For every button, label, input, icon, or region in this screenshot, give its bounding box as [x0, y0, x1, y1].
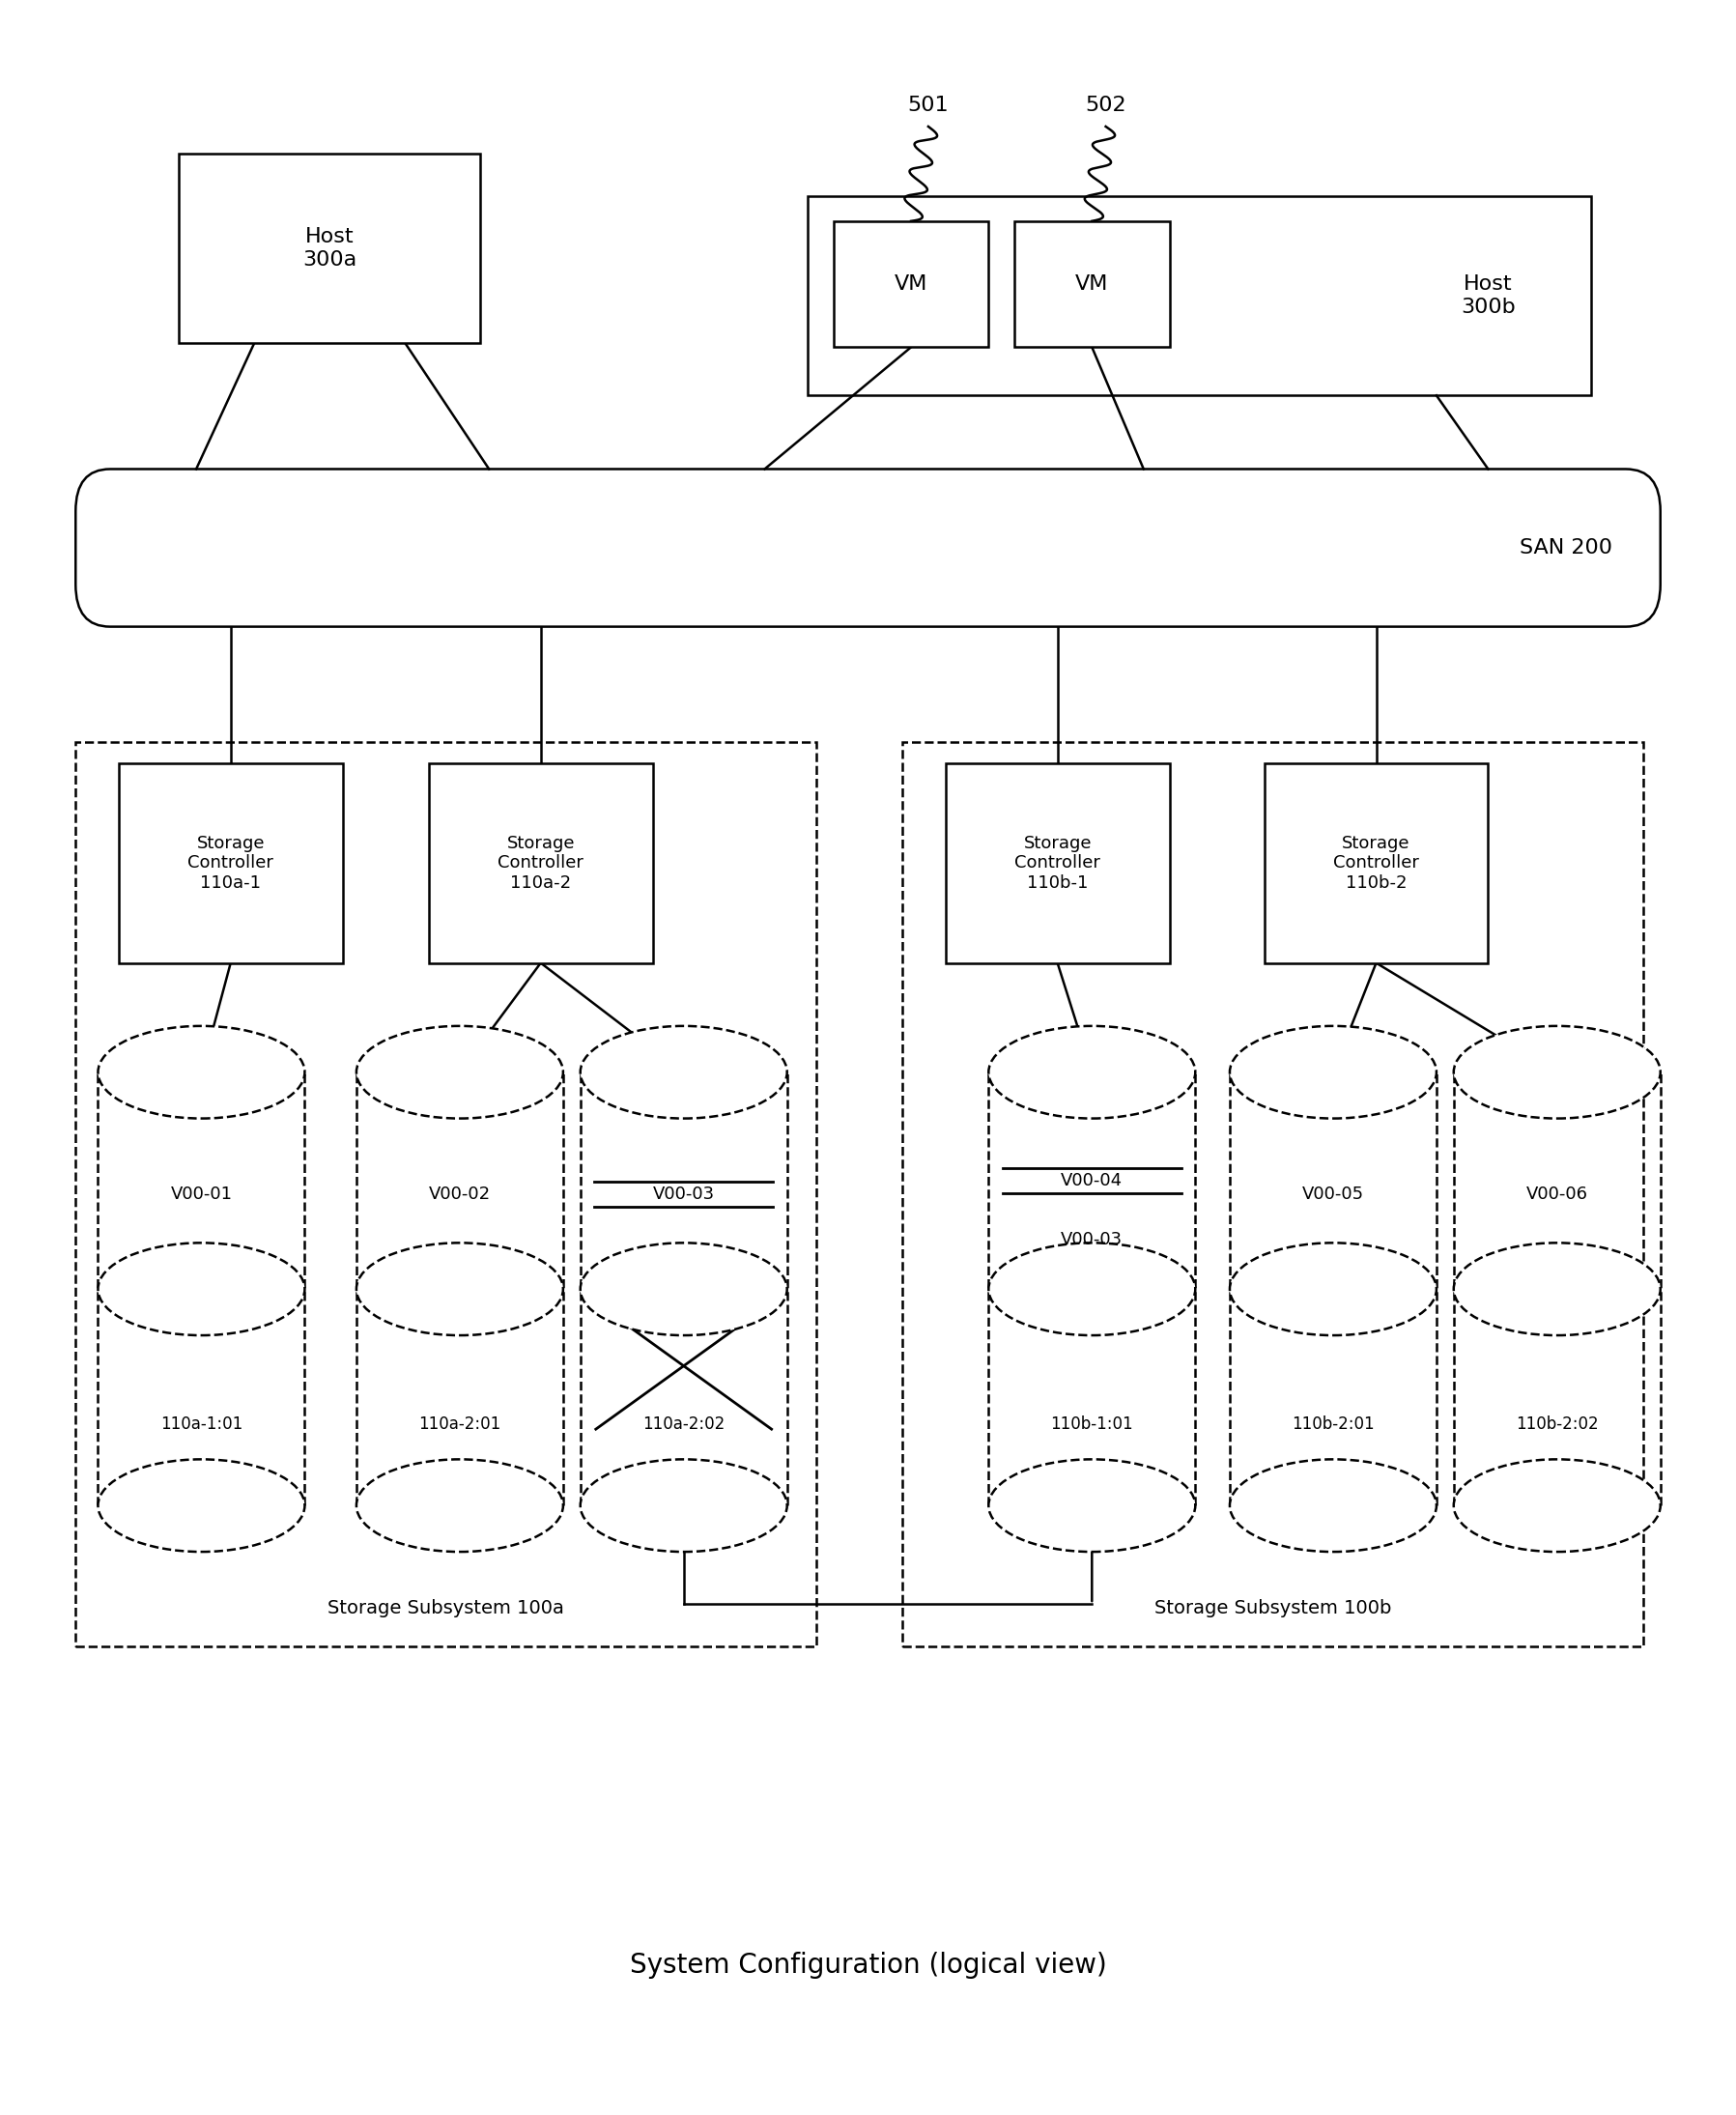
Text: SAN 200: SAN 200 — [1519, 537, 1613, 558]
Ellipse shape — [1229, 1244, 1436, 1335]
Ellipse shape — [1229, 1026, 1436, 1119]
Text: Storage Subsystem 100a: Storage Subsystem 100a — [328, 1599, 564, 1618]
Bar — [946, 764, 1170, 962]
Bar — [76, 742, 816, 1645]
Bar — [1014, 222, 1170, 347]
Text: System Configuration (logical view): System Configuration (logical view) — [630, 1952, 1106, 1980]
Ellipse shape — [988, 1026, 1196, 1119]
Text: 501: 501 — [908, 95, 950, 114]
Text: Host
300a: Host 300a — [302, 228, 358, 269]
Ellipse shape — [356, 1244, 562, 1335]
Ellipse shape — [1453, 1244, 1660, 1335]
Text: 110b-2:02: 110b-2:02 — [1516, 1415, 1599, 1434]
Text: VM: VM — [894, 275, 927, 294]
Ellipse shape — [97, 1244, 306, 1335]
Bar — [903, 742, 1644, 1645]
Bar — [429, 764, 653, 962]
Ellipse shape — [580, 1459, 786, 1552]
Ellipse shape — [580, 1026, 786, 1119]
Ellipse shape — [97, 1459, 306, 1552]
Text: 110a-2:01: 110a-2:01 — [418, 1415, 502, 1434]
Text: V00-04: V00-04 — [1061, 1172, 1123, 1189]
Text: Storage
Controller
110a-2: Storage Controller 110a-2 — [498, 833, 583, 893]
Text: V00-02: V00-02 — [429, 1187, 491, 1203]
Text: Host
300b: Host 300b — [1460, 275, 1516, 317]
Ellipse shape — [97, 1026, 306, 1119]
Text: 110b-1:01: 110b-1:01 — [1050, 1415, 1134, 1434]
Text: 110b-2:01: 110b-2:01 — [1292, 1415, 1375, 1434]
Text: V00-05: V00-05 — [1302, 1187, 1364, 1203]
Ellipse shape — [580, 1244, 786, 1335]
Text: V00-03: V00-03 — [1061, 1231, 1123, 1248]
Bar — [833, 222, 988, 347]
Bar — [118, 764, 342, 962]
Text: V00-01: V00-01 — [170, 1187, 233, 1203]
FancyBboxPatch shape — [76, 470, 1660, 626]
Text: Storage Subsystem 100b: Storage Subsystem 100b — [1154, 1599, 1391, 1618]
Text: V00-06: V00-06 — [1526, 1187, 1588, 1203]
Text: 110a-1:01: 110a-1:01 — [160, 1415, 243, 1434]
Text: Storage
Controller
110a-1: Storage Controller 110a-1 — [187, 833, 274, 893]
Ellipse shape — [988, 1244, 1196, 1335]
Ellipse shape — [988, 1459, 1196, 1552]
Ellipse shape — [356, 1459, 562, 1552]
Text: 110a-2:02: 110a-2:02 — [642, 1415, 726, 1434]
Text: Storage
Controller
110b-1: Storage Controller 110b-1 — [1014, 833, 1101, 893]
Ellipse shape — [356, 1026, 562, 1119]
Bar — [807, 197, 1592, 396]
Text: 502: 502 — [1085, 95, 1127, 114]
Text: Storage
Controller
110b-2: Storage Controller 110b-2 — [1333, 833, 1418, 893]
Ellipse shape — [1453, 1026, 1660, 1119]
Ellipse shape — [1229, 1459, 1436, 1552]
Bar — [179, 154, 481, 343]
Text: VM: VM — [1075, 275, 1109, 294]
Text: V00-03: V00-03 — [653, 1187, 715, 1203]
Ellipse shape — [1453, 1459, 1660, 1552]
Bar — [1264, 764, 1488, 962]
